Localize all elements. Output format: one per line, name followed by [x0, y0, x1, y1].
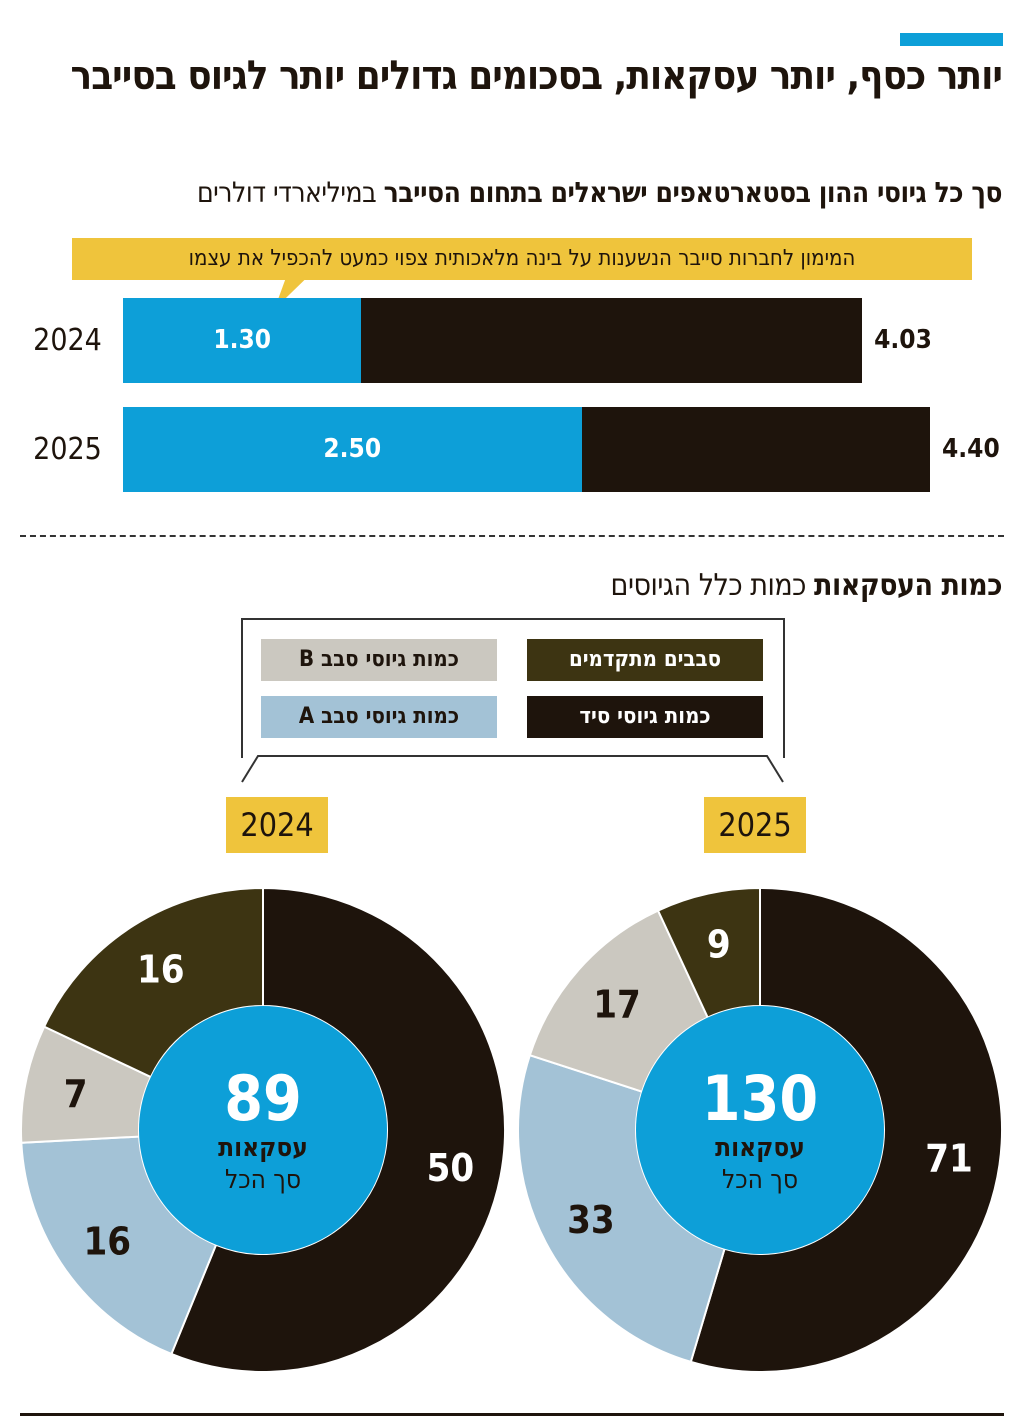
donut-slice: [170, 886, 506, 1373]
section-title: כמות העסקאות כמות כלל הגיוסים: [610, 566, 1003, 606]
bar-total-value: 4.03: [874, 325, 932, 355]
donut-total: 130: [702, 1062, 818, 1135]
donut-value-label: 9: [707, 922, 731, 966]
subtitle: סך כל גיוסי ההון בסטארטאפים ישראלים בתחו…: [196, 175, 1003, 211]
bar-year-label: 2024: [33, 323, 102, 358]
donut-center-sublabel: סך הכל: [722, 1165, 798, 1195]
subtitle-unit: במיליארדי דולרים: [196, 176, 377, 209]
legend-bracket: [241, 755, 784, 783]
legend: סבבים מתקדמים כמות גיוסי סבב B כמות גיוס…: [241, 618, 785, 758]
donut-year-2024: 2024: [226, 797, 328, 853]
subtitle-bold: סך כל גיוסי ההון בסטארטאפים ישראלים בתחו…: [383, 176, 1003, 209]
donut-value-label: 16: [84, 1220, 132, 1264]
section-title-regular: כמות כלל הגיוסים: [610, 568, 807, 603]
donut-total: 89: [224, 1062, 302, 1135]
bar-year-label: 2025: [33, 432, 102, 467]
donut-value-label: 7: [64, 1072, 88, 1116]
donut-value-label: 50: [427, 1146, 475, 1190]
legend-seed: כמות גיוסי סיד: [527, 696, 763, 738]
donut-value-label: 71: [925, 1137, 973, 1181]
donut-center-sublabel: סך הכל: [225, 1165, 301, 1195]
section-title-bold: כמות העסקאות: [814, 568, 1003, 603]
bar-ai-2025: 2.50: [123, 407, 582, 492]
bar-ai-value: 1.30: [213, 325, 272, 355]
legend-round-a: כמות גיוסי סבב A: [261, 696, 497, 738]
bar-total-2024: 1.30: [123, 298, 863, 383]
accent-bar: [900, 33, 1003, 46]
donut-center-label: עסקאות: [218, 1133, 308, 1163]
bar-total-2025: 2.50: [123, 407, 930, 492]
bar-total-value: 4.40: [942, 434, 1000, 464]
donut-center: [139, 1006, 387, 1254]
donut-year-2025: 2025: [704, 797, 806, 853]
legend-advanced: סבבים מתקדמים: [527, 639, 763, 681]
donut-value-label: 33: [567, 1198, 615, 1242]
legend-round-b: כמות גיוסי סבב B: [261, 639, 497, 681]
donut-center-label: עסקאות: [715, 1133, 805, 1163]
divider: [20, 535, 1004, 537]
bar-ai-value: 2.50: [323, 434, 382, 464]
donut-value-label: 17: [593, 982, 641, 1026]
bar-ai-2024: 1.30: [123, 298, 362, 383]
page-title: יותר כסף, יותר עסקאות, בסכומים גדולים יו…: [70, 53, 1003, 99]
bottom-rule: [20, 1413, 1004, 1416]
callout-annotation: המימון לחברות סייבר הנשענות על בינה מלאכ…: [72, 238, 972, 280]
donut-value-label: 16: [137, 948, 185, 992]
donut-center: [636, 1006, 884, 1254]
